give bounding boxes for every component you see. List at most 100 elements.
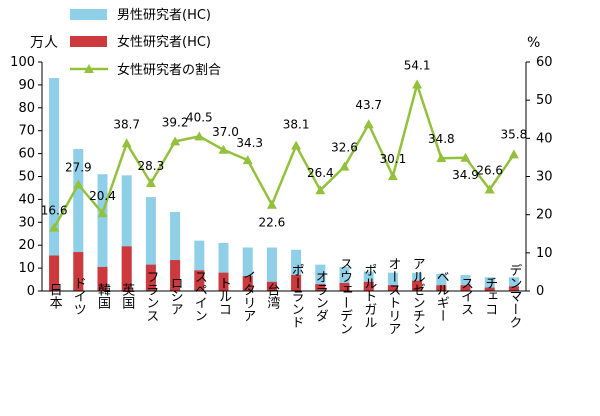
legend: 男性研究者(HC) 女性研究者(HC) 女性研究者の割合 [70,8,221,78]
ratio-data-label: 26.4 [307,166,334,180]
left-tick-label: 30 [18,215,35,230]
bar-female [460,285,471,291]
ratio-data-label: 27.9 [65,161,92,175]
category-label: ポーランド [289,264,304,329]
left-tick-label: 70 [18,124,35,139]
bar-male [315,264,326,291]
bar-male [363,271,374,291]
right-tick-label: 30 [536,170,553,185]
category-labels: 日本 ドイツ 韓国 英国 フランス ロシア スペイン トルコ イタリア 台湾 ポーランド オランダ スウ… [47,257,522,335]
ratio-marker [49,222,60,232]
ratio-marker [73,179,84,189]
bar-female [266,281,277,291]
ratio-data-label: 34.8 [428,132,455,146]
bar-female [387,285,398,291]
bar-male [194,240,205,291]
ratio-data-label: 54.1 [404,59,431,73]
bar-female [484,287,495,291]
bar-female [170,260,181,291]
right-tick-label: 10 [536,246,553,261]
bar-female [218,272,229,291]
bar-male [387,272,398,291]
axes [41,62,527,292]
bar-female [73,252,84,291]
bar-male [436,273,447,291]
ratio-data-label: 22.6 [259,216,286,230]
bar-male [49,78,60,291]
right-axis-ticks: 0 10 20 30 40 50 60 [526,55,553,299]
ratio-data-label: 43.7 [355,98,382,112]
ratio-marker [242,155,253,165]
category-label: 台湾 [264,283,280,309]
legend-label-female: 女性研究者(HC) [117,34,211,50]
bar-female [339,282,350,291]
bar-male [460,274,471,291]
bar-male [508,277,519,291]
category-label: 日本 [47,283,63,309]
category-label: ベルギー [434,270,450,322]
ratio-marker [412,79,423,89]
bar-male [242,247,253,291]
ratio-marker [291,140,302,150]
category-label: スウェーデン [337,257,352,335]
left-axis-unit: 万人 [30,35,58,51]
ratio-marker [218,144,229,154]
bar-male [73,149,84,291]
ratio-data-label: 38.7 [113,117,140,131]
bar-female [291,274,302,291]
ratio-marker [339,161,350,171]
ratio-data-label: 38.1 [283,118,310,132]
ratio-data-label: 30.1 [380,152,407,166]
ratio-marker [484,184,495,194]
left-axis-ticks: 0 10 20 30 40 50 60 70 80 90 100 [10,55,42,299]
ratio-marker [121,138,132,148]
category-label: スペイン [192,270,208,322]
ratio-data-label: 28.3 [138,159,165,173]
ratio-marker [363,119,374,129]
ratio-marker [170,136,181,146]
ratio-marker [145,177,156,187]
bar-male [145,197,156,291]
ratio-data-label: 35.8 [501,127,528,141]
bar-male [266,247,277,291]
bar-female [508,286,519,291]
right-tick-label: 40 [536,131,553,146]
category-label: チェコ [482,277,497,316]
category-label: イタリア [240,270,255,322]
legend-swatch-ratio-marker [84,64,94,73]
ratio-marker [508,149,519,159]
ratio-marker [266,199,277,209]
bar-female [315,284,326,291]
ratio-data-label: 39.2 [162,115,189,129]
right-tick-label: 50 [536,93,553,108]
ratio-data-label: 34.3 [236,136,263,150]
left-tick-label: 80 [18,101,35,116]
ratio-marker [315,185,326,195]
right-tick-label: 60 [536,55,553,70]
category-label: オーストリア [385,257,400,335]
bar-male [170,211,181,291]
right-tick-label: 20 [536,208,553,223]
ratio-data-label: 40.5 [186,110,213,124]
right-tick-label: 0 [536,284,544,299]
left-tick-label: 60 [18,147,35,162]
bar-female [49,255,60,291]
ratio-data-label: 16.6 [41,204,68,218]
category-label: アルゼンチン [410,257,426,335]
left-tick-label: 20 [18,238,35,253]
bar-female [436,285,447,291]
ratio-data-label: 32.6 [331,141,358,155]
left-tick-label: 40 [18,192,35,207]
bars [49,78,519,291]
legend-label-ratio: 女性研究者の割合 [117,62,221,78]
category-label: ポルトガル [361,264,376,329]
left-tick-label: 50 [18,170,35,185]
bar-male [291,249,302,291]
bar-male [218,242,229,291]
ratio-line-layer [49,79,519,232]
bar-female [97,266,108,291]
bar-female [242,276,253,291]
category-label: ドイツ [71,277,86,316]
category-label: フランス [143,270,158,322]
